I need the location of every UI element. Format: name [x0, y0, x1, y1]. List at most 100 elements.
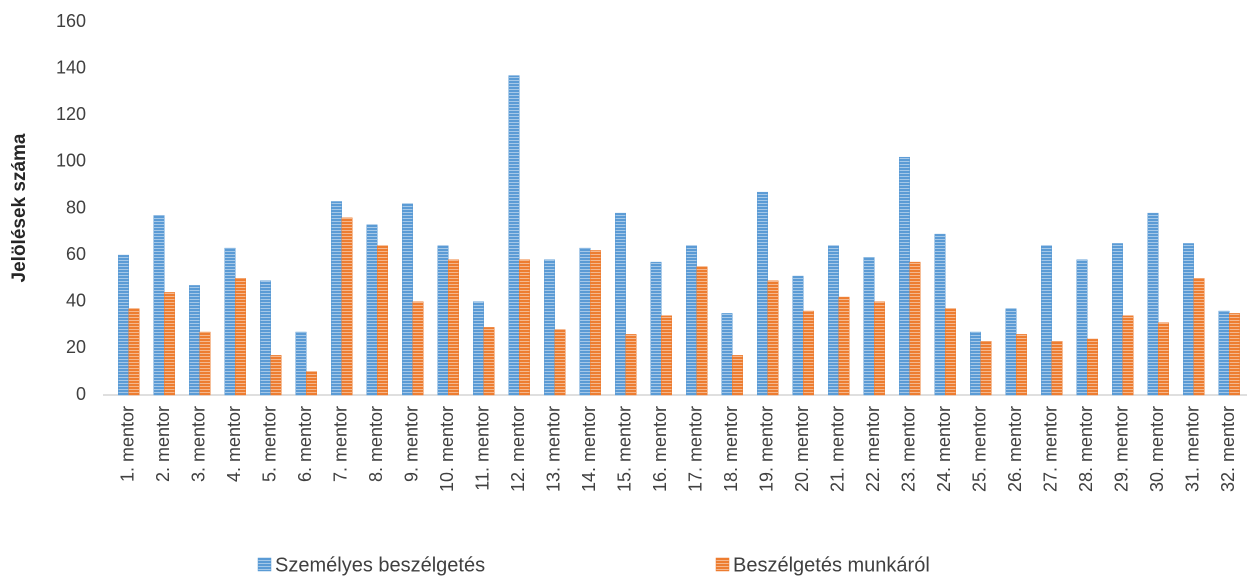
bar — [1076, 259, 1088, 396]
bar — [970, 331, 981, 396]
x-tick-label: 24. mentor — [934, 406, 954, 492]
bar — [331, 201, 342, 396]
bar — [661, 315, 672, 396]
x-tick-label: 8. mentor — [366, 406, 386, 482]
x-tick-label: 27. mentor — [1041, 406, 1061, 492]
bar — [1193, 278, 1205, 396]
bar — [448, 259, 459, 396]
bar — [803, 310, 814, 396]
bar — [1147, 212, 1159, 396]
y-tick-label: 60 — [66, 244, 86, 264]
x-tick-label: 18. mentor — [721, 406, 741, 492]
x-tick-label: 1. mentor — [118, 406, 138, 482]
bar — [1005, 308, 1017, 396]
bar — [483, 327, 495, 396]
x-tick-label: 21. mentor — [828, 406, 848, 492]
bar — [437, 245, 449, 396]
bar — [224, 247, 236, 396]
legend-swatch — [715, 557, 730, 572]
x-tick-label: 17. mentor — [686, 406, 706, 492]
y-tick-label: 80 — [66, 197, 86, 217]
bar — [828, 245, 839, 396]
x-tick-label: 31. mentor — [1183, 406, 1203, 492]
y-tick-label: 140 — [56, 57, 86, 77]
bar — [118, 254, 129, 396]
bar — [1051, 341, 1063, 396]
bar — [1041, 245, 1052, 396]
x-tick-label: 4. mentor — [224, 406, 244, 482]
bar — [189, 285, 200, 396]
y-tick-label: 40 — [66, 291, 86, 311]
bar — [590, 250, 601, 396]
y-axis-title: Jelölések száma — [9, 133, 30, 282]
bar — [980, 341, 992, 396]
bar — [270, 355, 282, 396]
bar — [377, 245, 388, 396]
bar — [402, 203, 413, 396]
x-tick-label: 10. mentor — [437, 406, 457, 492]
bar — [519, 259, 530, 396]
bar — [909, 261, 921, 396]
x-tick-label: 29. mentor — [1112, 406, 1132, 492]
legend-swatch — [257, 557, 272, 572]
x-tick-label: 23. mentor — [899, 406, 919, 492]
bar — [650, 261, 662, 396]
x-tick-label: 5. mentor — [260, 406, 280, 482]
bar — [164, 292, 175, 396]
y-tick-label: 20 — [66, 337, 86, 357]
bar — [295, 331, 307, 396]
bar — [1016, 334, 1027, 396]
x-tick-label: 32. mentor — [1218, 406, 1238, 492]
bar — [696, 266, 708, 396]
bar — [412, 301, 424, 396]
x-tick-label: 22. mentor — [863, 406, 883, 492]
bar — [366, 224, 378, 396]
x-tick-label: 11. mentor — [473, 406, 493, 491]
bar — [1087, 338, 1098, 396]
bar — [153, 215, 165, 396]
bar — [235, 278, 246, 396]
bar — [732, 355, 743, 396]
x-tick-label: 28. mentor — [1076, 406, 1096, 492]
bar — [1218, 310, 1230, 396]
bar — [721, 313, 733, 396]
x-tick-label: 12. mentor — [508, 406, 528, 492]
bar — [863, 257, 875, 396]
y-tick-label: 100 — [56, 151, 86, 171]
bar — [473, 301, 484, 396]
x-tick-label: 26. mentor — [1005, 406, 1025, 492]
x-tick-label: 30. mentor — [1147, 406, 1167, 492]
bar — [128, 308, 140, 396]
bar — [874, 301, 885, 396]
bar — [579, 247, 591, 396]
legend-label: Személyes beszélgetés — [275, 554, 485, 576]
y-tick-label: 0 — [76, 384, 86, 404]
bar — [1183, 243, 1194, 396]
bar — [1122, 315, 1134, 396]
bar — [934, 233, 946, 396]
bar — [757, 191, 768, 396]
bar — [686, 245, 697, 396]
bar — [615, 212, 626, 396]
bar — [306, 371, 317, 396]
y-tick-label: 160 — [56, 11, 86, 31]
bar — [544, 259, 555, 396]
x-tick-label: 13. mentor — [544, 406, 564, 492]
bar — [1158, 322, 1169, 396]
x-tick-label: 9. mentor — [402, 406, 422, 482]
x-tick-label: 25. mentor — [970, 406, 990, 492]
bar — [199, 331, 211, 396]
x-tick-label: 2. mentor — [153, 406, 173, 482]
bar — [260, 280, 271, 396]
x-tick-label: 16. mentor — [650, 406, 670, 492]
legend-label: Beszélgetés munkáról — [733, 554, 930, 576]
bar — [625, 334, 637, 396]
bar — [1229, 313, 1240, 396]
bar — [899, 156, 910, 396]
bar — [341, 217, 353, 396]
x-tick-label: 14. mentor — [579, 406, 599, 492]
x-tick-label: 7. mentor — [331, 406, 351, 482]
bar — [945, 308, 956, 396]
bar — [767, 280, 779, 396]
